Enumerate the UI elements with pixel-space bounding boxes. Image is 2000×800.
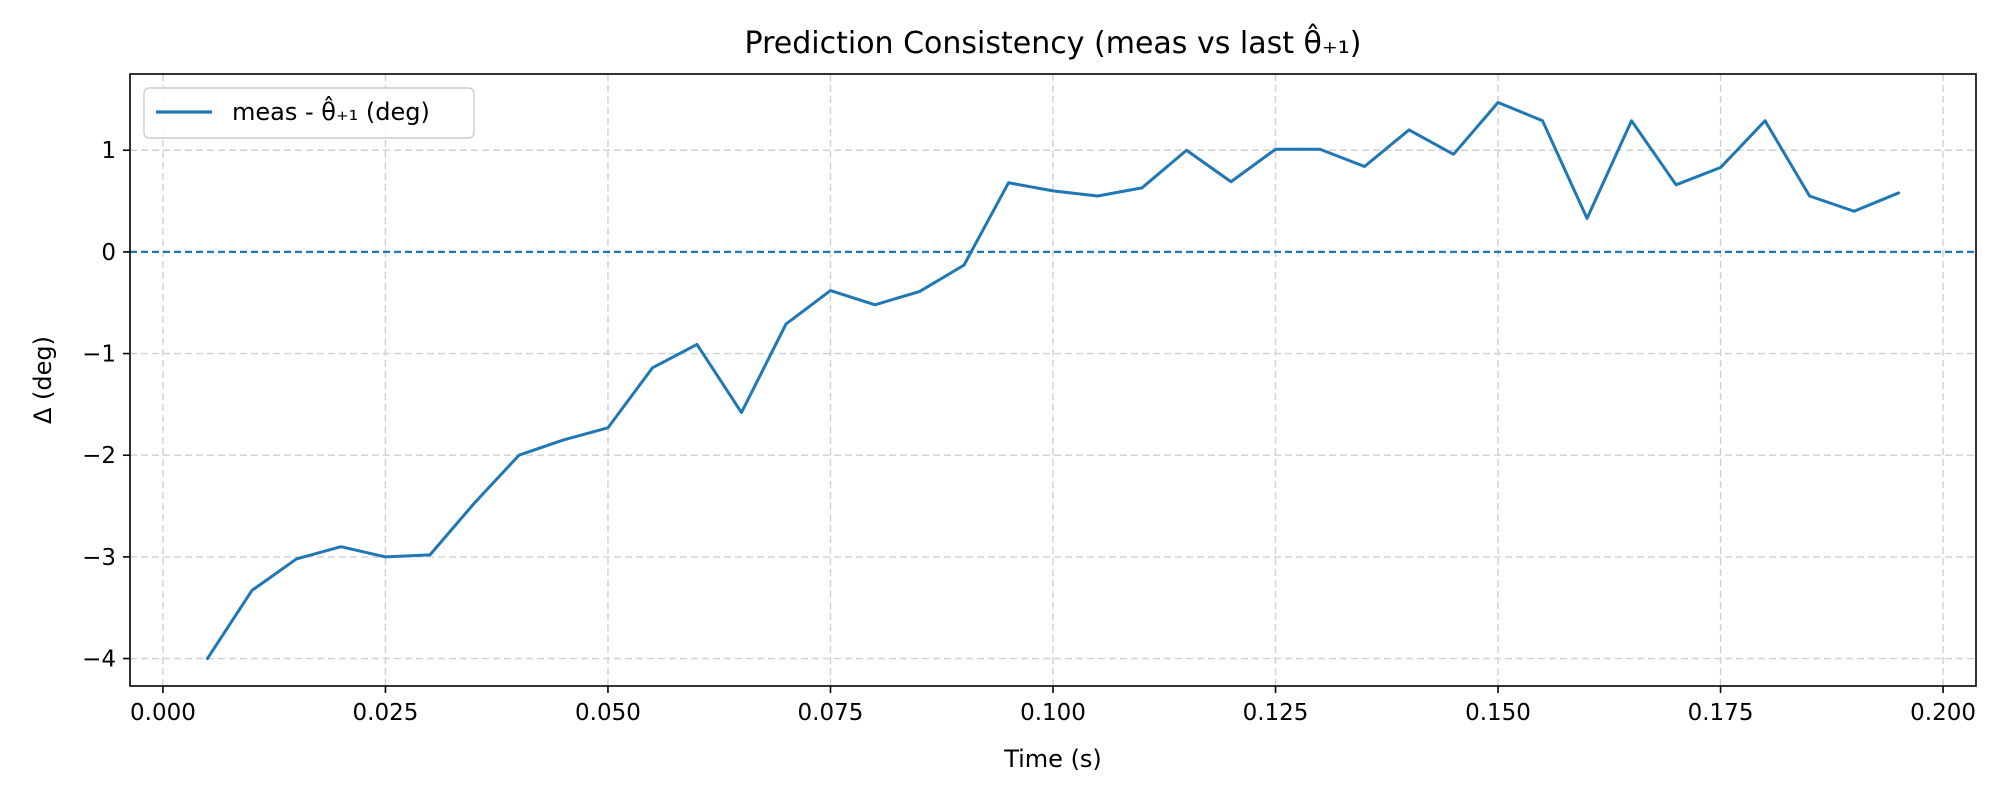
x-axis-ticks: 0.000 0.025 0.050 0.075 0.100 0.125 0.150 0.175… <box>130 686 1976 726</box>
series-layer <box>205 100 1901 661</box>
y-tick-label: −3 <box>82 545 116 571</box>
x-tick-label: 0.100 <box>1020 700 1086 726</box>
x-tick-label: 0.000 <box>130 700 196 726</box>
grid <box>130 74 1976 686</box>
legend-box <box>143 87 475 139</box>
y-tick-label: 0 <box>101 240 116 266</box>
x-tick-label: 0.075 <box>798 700 864 726</box>
x-tick-label: 0.150 <box>1465 700 1531 726</box>
x-tick-label: 0.200 <box>1910 700 1976 726</box>
y-tick-label: 1 <box>101 138 116 164</box>
y-tick-label: −1 <box>82 342 116 368</box>
y-tick-label: −2 <box>82 443 116 469</box>
y-axis-ticks: −4 −3 −2 −1 0 1 <box>82 138 130 673</box>
y-axis-label: Δ (deg) <box>29 336 57 424</box>
x-tick-label: 0.175 <box>1688 700 1754 726</box>
x-tick-label: 0.050 <box>575 700 641 726</box>
x-axis-label: Time (s) <box>1003 745 1102 773</box>
y-tick-label: −4 <box>82 647 116 673</box>
legend: meas - θ̂₊₁ (deg) <box>143 87 475 139</box>
legend-label: meas - θ̂₊₁ (deg) <box>232 96 430 126</box>
x-tick-label: 0.125 <box>1243 700 1309 726</box>
x-tick-label: 0.025 <box>353 700 419 726</box>
series-line <box>205 100 1901 661</box>
chart-title: Prediction Consistency (meas vs last θ̂₊… <box>745 23 1362 61</box>
